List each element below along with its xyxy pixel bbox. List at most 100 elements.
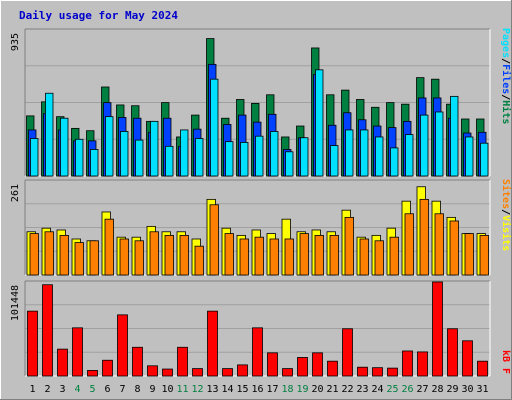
day-label: 27	[416, 384, 428, 395]
sites-bar	[299, 233, 309, 276]
kbytes-bar	[432, 281, 443, 377]
legend-part: Sites	[500, 179, 512, 209]
kbytes-bar	[312, 352, 323, 377]
pages-bar	[465, 136, 474, 177]
pages-bar	[375, 136, 384, 177]
sites-bar	[284, 238, 294, 276]
kbytes-bar	[132, 346, 143, 377]
sites-bar	[59, 234, 69, 276]
sites-bar	[119, 238, 129, 276]
day-labels: 1 2 3 4 5 6 7 8 9 10 11 12 13 14 15 16 17 18 19 20 21 22 23 24 2…	[29, 384, 488, 395]
legend-part: Pages	[500, 28, 511, 58]
pages-bar	[60, 117, 69, 177]
kbytes-bar	[147, 365, 158, 377]
day-label: 8	[134, 384, 140, 395]
day-label: 10	[161, 384, 173, 395]
pages-bar	[435, 111, 444, 177]
pages-bar	[45, 92, 54, 177]
day-label: 14	[221, 384, 233, 395]
sites-bar	[239, 238, 249, 276]
day-label: 18	[281, 384, 293, 395]
pages-bar	[360, 129, 369, 177]
sites-bar	[344, 216, 354, 276]
day-label: 31	[476, 384, 488, 395]
sites-bar	[479, 234, 489, 276]
pages-bar	[135, 139, 144, 177]
sites-bar	[224, 233, 234, 276]
kbytes-bar	[282, 368, 293, 377]
day-label: 2	[44, 384, 50, 395]
day-label: 20	[311, 384, 323, 395]
chart-panels: 935261101448Pages/Files/HitsSites/Visits…	[10, 28, 512, 377]
day-label: 22	[341, 384, 353, 395]
sites-bar	[359, 238, 369, 276]
kbytes-bar	[207, 310, 218, 377]
pages-bar	[300, 137, 309, 177]
kbytes-legend: kB F	[500, 350, 511, 374]
day-label: 19	[296, 384, 308, 395]
kbytes-bar	[27, 310, 38, 377]
pages-bar	[210, 78, 219, 177]
day-label: 24	[371, 384, 383, 395]
kbytes-bar	[162, 368, 173, 377]
kbytes-bar	[237, 364, 248, 377]
pages-bar	[75, 138, 84, 177]
day-label: 17	[266, 384, 278, 395]
sites-bar	[89, 240, 99, 276]
day-label: 30	[461, 384, 473, 395]
kbytes-bar	[462, 340, 473, 377]
day-label: 13	[206, 384, 218, 395]
legend-part: Hits	[500, 100, 512, 124]
sites-bar	[104, 218, 114, 276]
kbytes-bar	[342, 328, 353, 377]
sites-bar	[134, 240, 144, 276]
chart-title: Daily usage for May 2024	[19, 9, 178, 22]
sites-bar	[209, 204, 219, 276]
pages-bar	[225, 141, 234, 177]
sites-bar	[404, 213, 414, 276]
pages-bar	[240, 142, 249, 177]
pages-bar	[450, 95, 459, 177]
sites-bar	[314, 234, 324, 276]
sites-bar	[464, 233, 474, 276]
pages-bar	[120, 131, 129, 177]
sites-bar	[419, 198, 429, 276]
day-label: 29	[446, 384, 458, 395]
day-label: 23	[356, 384, 368, 395]
pages-bar	[270, 131, 279, 177]
pages-bar	[405, 134, 414, 177]
kbytes-bar	[267, 352, 278, 377]
day-label: 3	[59, 384, 65, 395]
legend-part: kB F	[500, 350, 511, 374]
pages-bar	[195, 138, 204, 177]
legend-part: Visits	[500, 215, 512, 251]
sites-bar	[254, 236, 264, 276]
day-label: 15	[236, 384, 248, 395]
legend-part: /	[500, 58, 511, 64]
kbytes-bar	[387, 367, 398, 377]
day-label: 25	[386, 384, 398, 395]
kbytes-bar	[192, 368, 203, 377]
pages-bar	[330, 145, 339, 177]
day-label: 16	[251, 384, 263, 395]
pages-bar	[390, 147, 399, 177]
kbytes-bar	[477, 360, 488, 377]
pages-bar	[420, 114, 429, 177]
sites-bar	[434, 213, 444, 276]
kbytes-bar	[102, 359, 113, 377]
pages-bar	[345, 129, 354, 177]
kbytes-bar	[417, 351, 428, 377]
pages-bar	[30, 138, 39, 177]
day-label: 9	[149, 384, 155, 395]
kbytes-bar	[117, 314, 128, 377]
panel-3-max-label: 101448	[10, 285, 21, 321]
legend-part: Files	[500, 64, 512, 94]
pages-bar	[150, 120, 159, 177]
sites-bar	[164, 234, 174, 276]
hits-files-pages-legend: Pages/Files/Hits	[500, 28, 512, 124]
sites-bar	[74, 242, 84, 276]
day-label: 28	[431, 384, 443, 395]
sites-bar	[194, 245, 204, 276]
day-label: 4	[74, 384, 80, 395]
